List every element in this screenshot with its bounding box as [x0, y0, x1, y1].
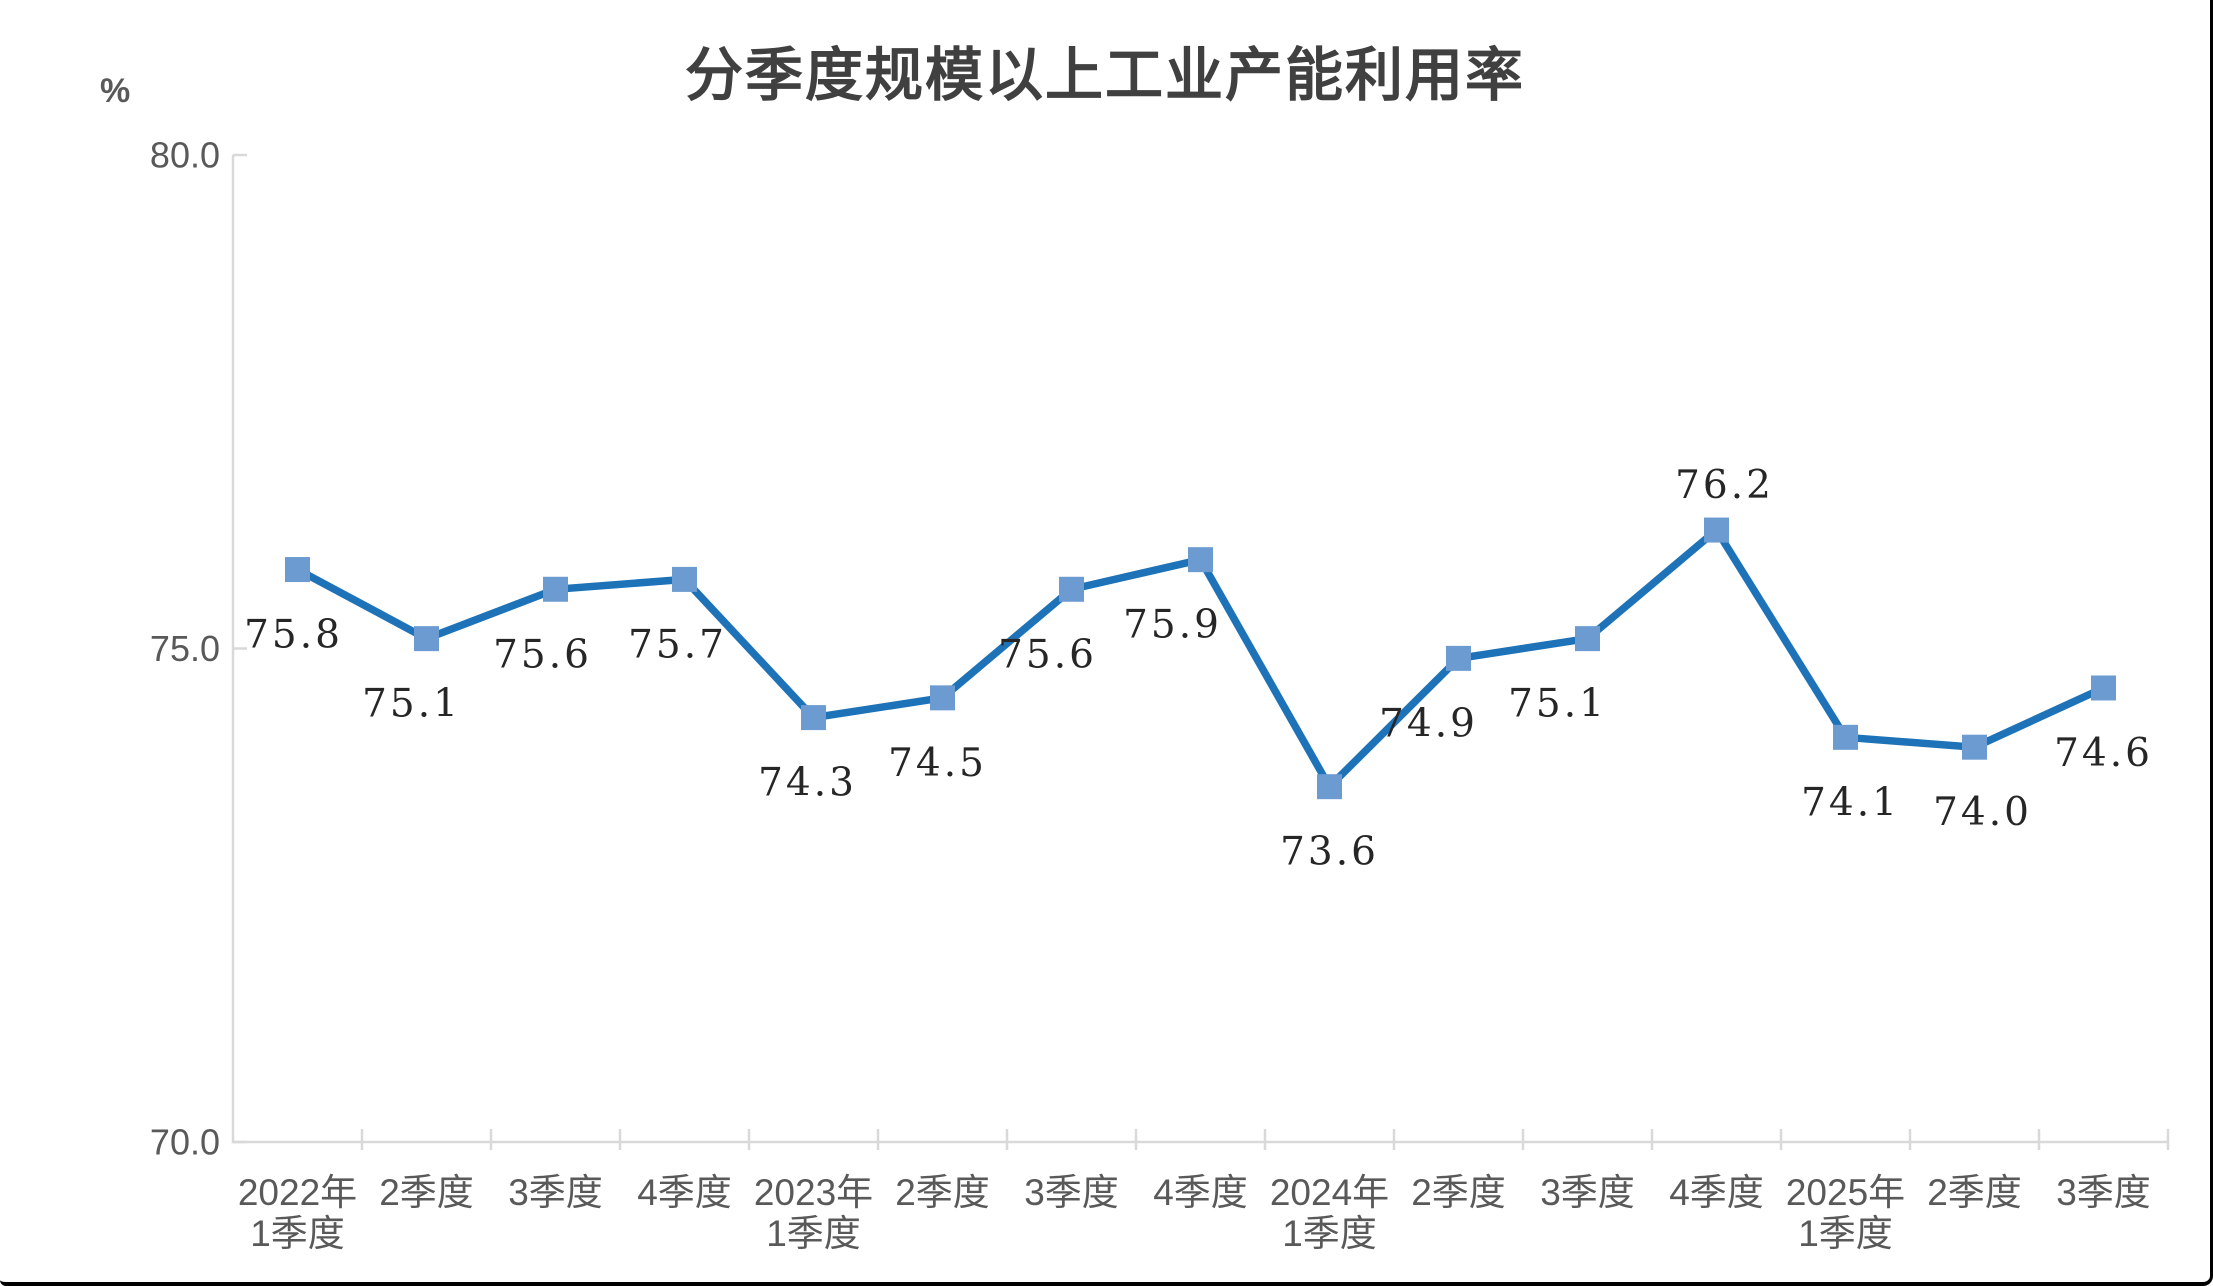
data-point-label: 75.8: [244, 613, 343, 658]
x-axis-tick-label: 2022年: [238, 1172, 357, 1213]
data-point-marker: [1059, 576, 1084, 602]
x-axis-tick-label: 2季度: [1411, 1172, 1506, 1213]
data-point-label: 75.1: [1508, 682, 1607, 727]
x-axis-tick-label: 2季度: [895, 1172, 990, 1213]
x-axis-tick-label: 1季度: [250, 1213, 345, 1254]
x-axis-tick-label: 1季度: [1798, 1213, 1893, 1254]
data-point-marker: [2091, 675, 2116, 701]
data-point-marker: [1704, 517, 1729, 543]
data-point-marker: [930, 685, 955, 711]
chart-title: 分季度规模以上工业产能利用率: [684, 43, 1525, 108]
y-axis-tick-label: 80.0: [150, 135, 220, 176]
data-point-label: 75.6: [493, 632, 592, 677]
x-axis-tick-label: 3季度: [508, 1172, 603, 1213]
data-point-label: 75.6: [998, 632, 1097, 677]
data-point-label: 75.7: [628, 622, 727, 667]
data-point-marker: [1575, 626, 1600, 652]
x-axis-tick-label: 2025年: [1786, 1172, 1905, 1213]
data-point-marker: [1962, 734, 1987, 760]
x-axis-tick-label: 2季度: [1927, 1172, 2022, 1213]
data-point-label: 74.9: [1379, 701, 1478, 746]
data-point-label: 73.6: [1280, 830, 1379, 875]
data-point-marker: [1188, 547, 1213, 573]
x-axis-tick-label: 4季度: [1669, 1172, 1764, 1213]
data-point-marker: [1446, 645, 1471, 671]
data-point-marker: [285, 557, 310, 583]
data-point-label: 74.6: [2054, 731, 2153, 776]
data-point-marker: [543, 576, 568, 602]
data-point-label: 76.2: [1675, 463, 1774, 508]
data-point-marker: [672, 566, 697, 592]
data-point-label: 74.5: [888, 741, 987, 786]
x-axis-tick-label: 1季度: [766, 1213, 861, 1254]
data-point-marker: [1317, 774, 1342, 800]
x-axis-tick-label: 2023年: [754, 1172, 873, 1213]
y-axis-unit-label: %: [100, 72, 131, 110]
data-point-label: 74.1: [1801, 780, 1900, 825]
data-point-label: 74.3: [758, 761, 857, 806]
x-axis-tick-label: 1季度: [1282, 1213, 1377, 1254]
data-point-label: 75.9: [1123, 603, 1222, 648]
data-point-marker: [1833, 724, 1858, 750]
x-axis-tick-label: 3季度: [1540, 1172, 1635, 1213]
x-axis-tick-label: 4季度: [637, 1172, 732, 1213]
x-axis-tick-label: 4季度: [1153, 1172, 1248, 1213]
data-point-label: 74.0: [1933, 790, 2032, 835]
x-axis-tick-label: 3季度: [2056, 1172, 2151, 1213]
data-point-label: 75.1: [362, 682, 461, 727]
data-point-marker: [414, 626, 439, 652]
y-axis-tick-label: 70.0: [150, 1122, 220, 1163]
x-axis-tick-label: 2024年: [1270, 1172, 1389, 1213]
x-axis-tick-label: 3季度: [1024, 1172, 1119, 1213]
x-axis-tick-label: 2季度: [379, 1172, 474, 1213]
data-point-marker: [801, 705, 826, 731]
y-axis-tick-label: 75.0: [150, 628, 220, 669]
